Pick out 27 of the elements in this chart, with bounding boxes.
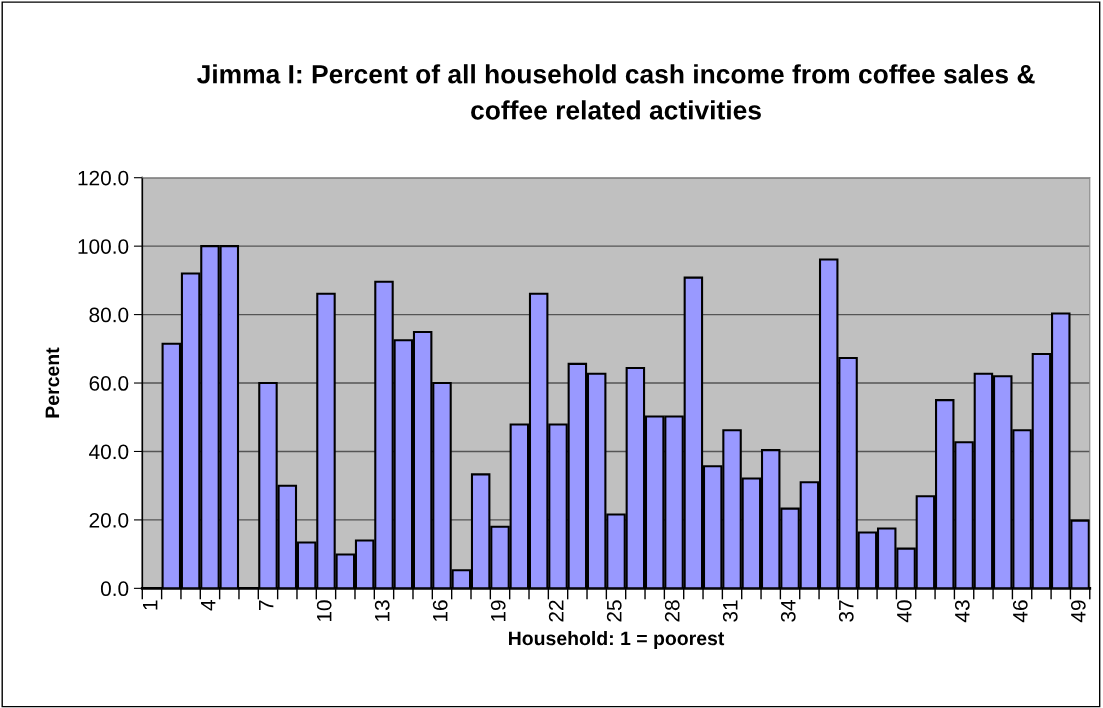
x-tick-label: 34 [780,600,796,622]
x-tick-label: 4 [201,600,216,611]
x-tick-label: 31 [722,600,738,622]
x-tick-label: 40 [896,600,912,623]
y-tick-label: 80.0 [89,307,129,323]
y-tick-label: 20.0 [89,512,129,528]
x-tick-label: 28 [664,600,680,622]
x-tick-label: 43 [954,600,970,623]
y-tick-label: 60.0 [89,376,129,391]
chart-title: Jimma I: Percent of all household cash income from coffee sales & coffee related activities [197,64,1035,120]
x-tick-label: 25 [606,600,622,622]
y-tick-label: 40.0 [89,444,129,460]
y-tick-label: 120.0 [78,170,129,186]
x-tick-label: 46 [1012,600,1028,623]
x-tick-label: 22 [548,600,564,622]
x-tick-label: 37 [838,600,854,622]
x-tick-label: 19 [490,600,506,622]
y-tick-label: 0.0 [100,581,129,597]
x-tick-label: 1 [143,600,158,610]
y-tick-label: 100.0 [78,239,129,254]
y-axis-title: Percent [45,347,60,418]
x-tick-label: 13 [374,600,390,622]
x-tick-label: 10 [316,600,332,622]
x-tick-label: 16 [432,600,448,622]
x-tick-label: 49 [1070,600,1086,623]
x-tick-label: 7 [259,600,274,610]
x-axis-title: Household: 1 = poorest [509,630,725,650]
